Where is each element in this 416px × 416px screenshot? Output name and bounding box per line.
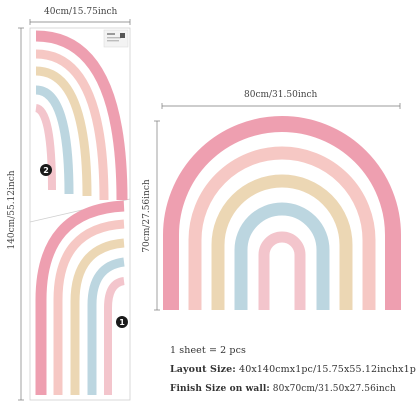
sheet-height-dimension: [18, 27, 24, 401]
piece-number-badge-2: 2: [40, 164, 52, 176]
assembled-height-dimension: [154, 120, 160, 311]
assembled-width-dimension: [161, 103, 401, 109]
rainbow-piece-1: [35, 200, 125, 395]
sheet-height-label: 140cm/55.12inch: [7, 170, 17, 250]
sheet-count-text: 1 sheet = 2 pcs: [170, 345, 246, 356]
rainbow-piece-2: [34, 30, 128, 201]
sheet-width-dimension: [29, 19, 131, 25]
sheet-width-label: 40cm/15.75inch: [44, 7, 118, 17]
piece-number-badge-1: 1: [116, 316, 128, 328]
finish-size-value: 80x70cm/31.50x27.56inch: [272, 384, 396, 394]
finish-size-label: Finish Size on wall:: [170, 384, 270, 394]
product-label-icon: [103, 29, 129, 48]
assembled-rainbow: [163, 116, 401, 310]
layout-size-line: Layout Size: 40x140cmx1pc/15.75x55.12inc…: [170, 364, 416, 375]
assembled-width-label: 80cm/31.50inch: [244, 90, 318, 100]
layout-size-value: 40x140cmx1pc/15.75x55.12inchx1pc: [239, 364, 416, 375]
layout-size-label: Layout Size:: [170, 364, 236, 375]
assembled-height-label: 70cm/27.56inch: [142, 179, 152, 253]
finish-size-line: Finish Size on wall: 80x70cm/31.50x27.56…: [170, 384, 396, 394]
